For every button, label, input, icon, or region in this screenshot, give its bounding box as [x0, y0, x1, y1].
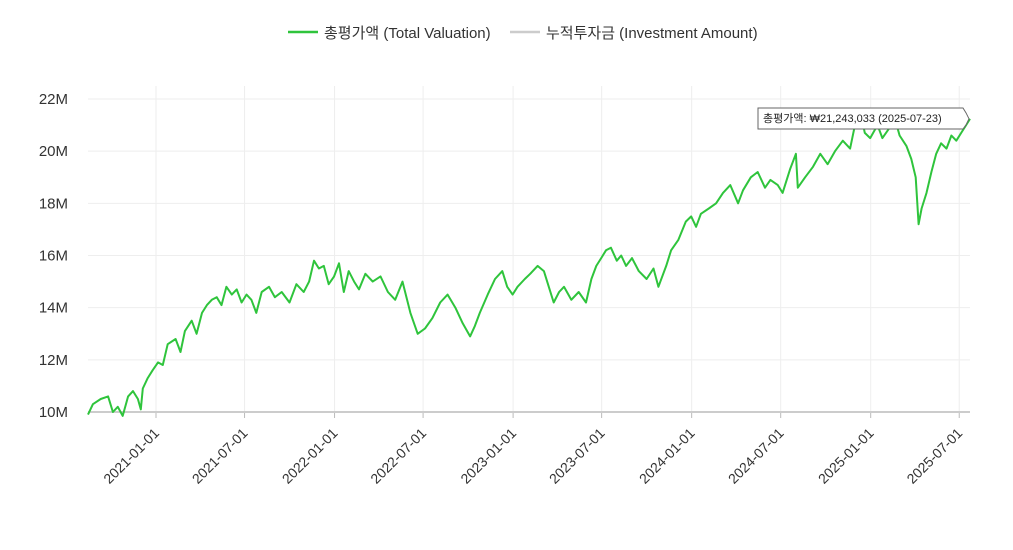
tooltip: 총평가액: ₩21,243,033 (2025-07-23) [757, 107, 970, 130]
y-tick-label: 10M [39, 404, 68, 421]
legend-label: 총평가액 (Total Valuation) [324, 25, 491, 42]
x-tick-label: 2021-07-01 [189, 425, 251, 487]
x-tick-label: 2023-07-01 [546, 425, 608, 487]
y-tick-label: 18M [39, 195, 68, 212]
y-tick-label: 20M [39, 143, 68, 160]
tooltip-box [757, 107, 970, 130]
x-axis: 2021-01-01 2021-07-01 2022-01-01 2022-07-01… [100, 412, 966, 487]
legend-label: 누적투자금 (Investment Amount) [546, 25, 758, 42]
y-tick-label: 14M [39, 300, 68, 317]
grid [88, 86, 970, 413]
x-tick-label: 2025-01-01 [815, 425, 877, 487]
x-tick-label: 2024-01-01 [636, 425, 698, 487]
x-tick-label: 2022-01-01 [279, 425, 341, 487]
valuation-series-line [87, 108, 971, 417]
tooltip-label: 총평가액: ₩21,243,033 (2025-07-23) [763, 112, 942, 125]
y-tick-label: 12M [39, 352, 68, 369]
y-tick-label: 22M [39, 91, 68, 108]
y-tick-label: 16M [39, 248, 68, 265]
x-tick-label: 2023-01-01 [457, 425, 519, 487]
x-tick-label: 2022-07-01 [367, 425, 429, 487]
y-axis: 10M 12M 14M 16M 18M 20M 22M [39, 91, 68, 421]
x-tick-label: 2021-01-01 [100, 425, 162, 487]
x-tick-label: 2024-07-01 [725, 425, 787, 487]
legend: 총평가액 (Total Valuation) 누적투자금 (Investment … [288, 25, 758, 42]
x-tick-label: 2025-07-01 [903, 425, 965, 487]
